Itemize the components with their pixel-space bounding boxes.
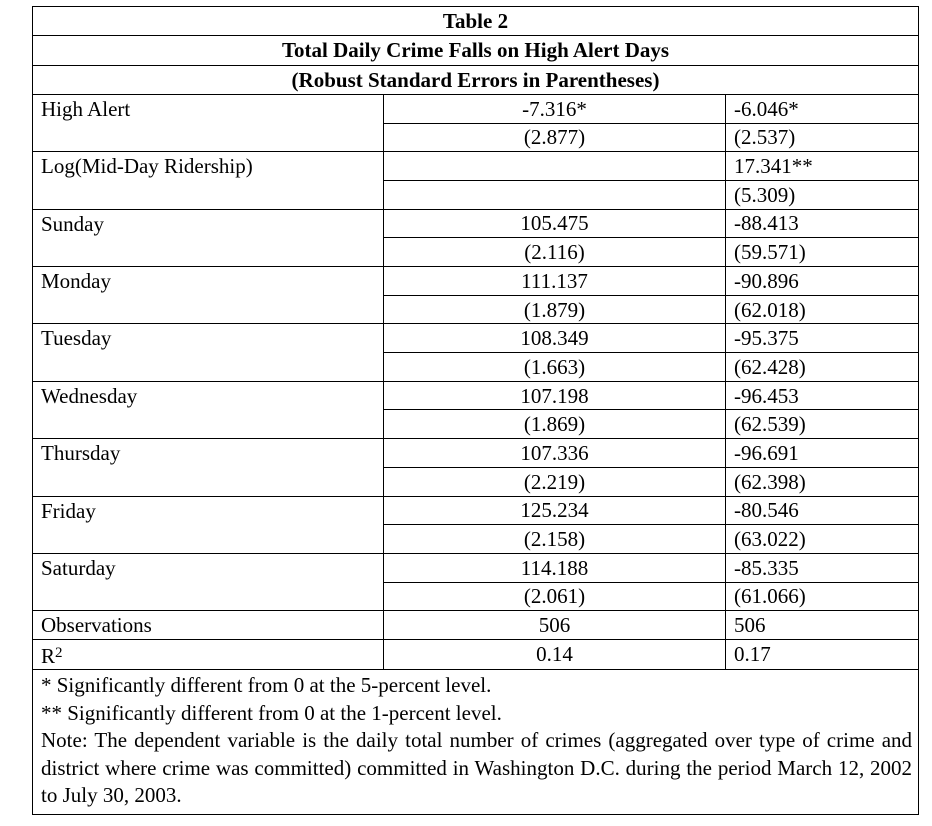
coef-col2: -90.896 <box>724 266 920 296</box>
table-notes: * Significantly different from 0 at the … <box>31 668 920 815</box>
row-label: Log(Mid-Day Ridership) <box>32 151 384 181</box>
title-row: Table 2 <box>31 5 920 37</box>
se-col2: (59.571) <box>724 237 920 268</box>
coef-col1 <box>383 151 726 181</box>
r2-col2: 0.17 <box>724 638 920 670</box>
table-row: Tuesday 108.349 -95.375 <box>32 323 920 354</box>
se-col1 <box>383 179 726 210</box>
note-line: * Significantly different from 0 at the … <box>41 672 492 697</box>
coef-col2: 17.341** <box>724 151 920 181</box>
observations-col1: 506 <box>383 610 726 640</box>
coef-col1: 107.198 <box>383 380 726 411</box>
row-label: Thursday <box>32 438 384 468</box>
se-col2: (2.537) <box>724 122 920 153</box>
table-row-se: (1.869) (62.539) <box>32 409 920 440</box>
row-label-blank <box>32 467 384 497</box>
se-col2: (62.539) <box>724 409 920 440</box>
row-label: Friday <box>32 495 384 525</box>
coef-col1: 114.188 <box>383 552 726 583</box>
coef-col1: 107.336 <box>383 438 726 468</box>
coef-col1: 108.349 <box>383 323 726 354</box>
se-col2: (62.018) <box>724 294 920 325</box>
row-label: Wednesday <box>32 380 384 410</box>
se-col1: (1.869) <box>383 409 726 440</box>
table-row: Wednesday 107.198 -96.453 <box>32 380 920 411</box>
title-row: (Robust Standard Errors in Parentheses) <box>31 64 920 95</box>
row-label-blank <box>32 295 384 325</box>
row-label: Tuesday <box>32 323 384 353</box>
table-row-se: (1.879) (62.018) <box>32 294 920 325</box>
coef-col1: -7.316* <box>383 93 726 124</box>
se-col1: (2.877) <box>383 122 726 153</box>
se-col1: (2.219) <box>383 466 726 497</box>
coef-col2: -85.335 <box>724 552 920 583</box>
table-row-se: (5.309) <box>32 179 920 210</box>
observations-label: Observations <box>32 610 384 640</box>
table-row-se: (2.116) (59.571) <box>32 237 920 268</box>
row-label: High Alert <box>32 93 384 124</box>
row-label-blank <box>32 524 384 554</box>
title-row: Total Daily Crime Falls on High Alert Da… <box>31 35 920 66</box>
table-row-se: (1.663) (62.428) <box>32 352 920 382</box>
r2-label-base: R <box>41 643 56 668</box>
table-row-se: (2.219) (62.398) <box>32 466 920 497</box>
coef-col2: -6.046* <box>724 93 920 124</box>
coef-col1: 105.475 <box>383 208 726 239</box>
table-row: Thursday 107.336 -96.691 <box>32 438 920 468</box>
r2-col1: 0.14 <box>383 638 726 670</box>
note-line: ** Significantly different from 0 at the… <box>41 700 502 725</box>
observations-row: Observations 506 506 <box>32 610 920 640</box>
table-subtitle: (Robust Standard Errors in Parentheses) <box>31 64 920 95</box>
table-row: Saturday 114.188 -85.335 <box>32 552 920 583</box>
table-row-se: (2.061) (61.066) <box>32 581 920 612</box>
table-number: Table 2 <box>31 5 920 37</box>
coef-col2: -88.413 <box>724 208 920 239</box>
notes-row: * Significantly different from 0 at the … <box>31 668 920 815</box>
se-col1: (1.879) <box>383 294 726 325</box>
note-line: Note: The dependent variable is the dail… <box>41 728 913 808</box>
se-col1: (2.158) <box>383 524 726 554</box>
table-row-se: (2.158) (63.022) <box>32 524 920 554</box>
se-col2: (62.428) <box>724 352 920 382</box>
r2-label: R2 <box>32 638 384 670</box>
coef-col2: -96.453 <box>724 380 920 411</box>
se-col2: (5.309) <box>724 179 920 210</box>
table-row: High Alert -7.316* -6.046* <box>32 93 920 124</box>
row-label-blank <box>32 352 384 382</box>
coef-col2: -95.375 <box>724 323 920 354</box>
coef-col1: 125.234 <box>383 495 726 526</box>
table-row: Monday 111.137 -90.896 <box>32 266 920 296</box>
coef-col1: 111.137 <box>383 266 726 296</box>
regression-table: Table 2 Total Daily Crime Falls on High … <box>31 5 920 815</box>
row-label-blank <box>32 237 384 268</box>
row-label-blank <box>32 582 384 612</box>
row-label: Monday <box>32 266 384 296</box>
table-row: Log(Mid-Day Ridership) 17.341** <box>32 151 920 181</box>
row-label: Sunday <box>32 208 384 238</box>
row-label: Saturday <box>32 552 384 583</box>
se-col2: (63.022) <box>724 524 920 554</box>
table-title: Total Daily Crime Falls on High Alert Da… <box>31 35 920 66</box>
se-col1: (1.663) <box>383 352 726 382</box>
table-row-se: (2.877) (2.537) <box>32 122 920 153</box>
se-col2: (62.398) <box>724 466 920 497</box>
table-row: Friday 125.234 -80.546 <box>32 495 920 526</box>
r2-label-sup: 2 <box>55 644 63 661</box>
row-label-blank <box>32 409 384 440</box>
coef-col2: -80.546 <box>724 495 920 526</box>
r2-row: R2 0.14 0.17 <box>32 638 920 670</box>
se-col2: (61.066) <box>724 581 920 612</box>
row-label-blank <box>32 180 384 210</box>
row-label-blank <box>32 123 384 153</box>
se-col1: (2.061) <box>383 581 726 612</box>
observations-col2: 506 <box>724 610 920 640</box>
table-row: Sunday 105.475 -88.413 <box>32 208 920 239</box>
se-col1: (2.116) <box>383 237 726 268</box>
coef-col2: -96.691 <box>724 438 920 468</box>
